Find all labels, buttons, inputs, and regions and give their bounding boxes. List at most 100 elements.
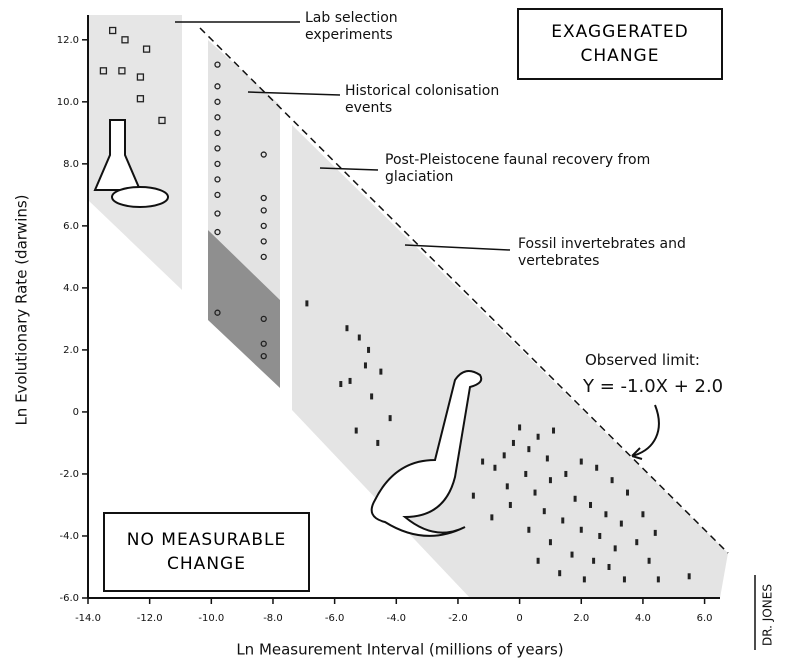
limit-line [199,27,729,554]
point [214,228,221,236]
point [508,501,512,508]
point [589,501,593,508]
point [610,477,614,484]
x-tick-label: -10.0 [198,613,224,624]
x-tick-label: -4.0 [387,613,407,624]
point [641,511,645,518]
exaggerated-box: EXAGGERATED CHANGE [517,8,723,80]
point [109,26,117,35]
point [260,340,267,347]
point [379,368,383,375]
limit-label: Observed limit: [585,351,700,369]
point [598,532,602,539]
point [579,458,583,465]
point [524,470,528,477]
point [142,45,151,53]
arrow [631,404,660,460]
no-change-box: NO MEASURABLE CHANGE [103,512,310,592]
point [214,98,221,105]
point [339,381,343,388]
point [305,300,309,307]
point [260,238,267,245]
point [536,557,540,564]
leader-line [319,167,379,171]
point [561,517,565,524]
point [388,415,392,422]
y-tick-label: 6.0 [63,221,79,232]
point [354,427,358,434]
point [527,526,531,533]
point [542,508,546,515]
leader-line [247,91,341,96]
point [604,511,608,518]
series-label: Post-Pleistocene faunal recovery from gl… [385,152,651,185]
point [573,495,577,502]
y-tick-label: -6.0 [59,593,79,604]
y-tick-label: 10.0 [57,97,79,108]
y-tick-label: 2.0 [63,345,79,356]
point [214,309,221,316]
point [214,114,221,121]
point [260,315,267,323]
point [376,439,380,446]
point [548,477,552,484]
point [552,427,556,434]
x-tick-label: -2.0 [448,613,468,624]
point [367,346,371,353]
point [481,458,485,465]
point [505,483,509,490]
point [607,563,611,570]
y-tick-label: -2.0 [59,469,79,480]
point [548,539,552,546]
point [260,222,267,230]
point [533,489,537,496]
x-tick-label: -8.0 [263,613,283,624]
dish-icon [111,186,169,208]
point [619,520,623,527]
historical-region [208,40,280,300]
point [558,570,562,577]
point [214,176,221,183]
point [471,492,475,499]
point [121,36,129,44]
point [357,334,361,341]
point [511,439,515,446]
point [214,129,221,136]
y-tick-label: 4.0 [63,283,79,294]
x-tick-label: 6.0 [697,613,713,624]
series-label: Lab selection experiments [305,10,398,43]
x-tick-label: -6.0 [325,613,345,624]
leader-line [404,244,511,251]
point [564,470,568,477]
point [613,545,617,552]
y-axis-label: Ln Evolutionary Rate (darwins) [13,194,31,425]
point [687,573,691,580]
point [260,194,267,202]
point [622,576,626,583]
x-tick-label: -12.0 [137,613,163,624]
point [493,464,497,471]
point [595,464,599,471]
point [348,377,352,384]
point [635,539,639,546]
y-tick-label: 12.0 [57,35,79,46]
point [536,433,540,440]
point [260,352,267,360]
point [527,446,531,453]
point [502,452,506,459]
point [158,116,166,125]
point [363,362,367,369]
point [647,557,651,564]
point [518,424,522,431]
y-tick-label: 0 [73,407,79,418]
point [592,557,596,564]
series-label: Fossil invertebrates and vertebrates [518,236,686,269]
point [136,73,145,81]
point [656,576,660,583]
point [545,455,549,462]
series-label: Historical colonisation events [345,83,500,116]
point [260,253,267,261]
point [214,145,221,152]
